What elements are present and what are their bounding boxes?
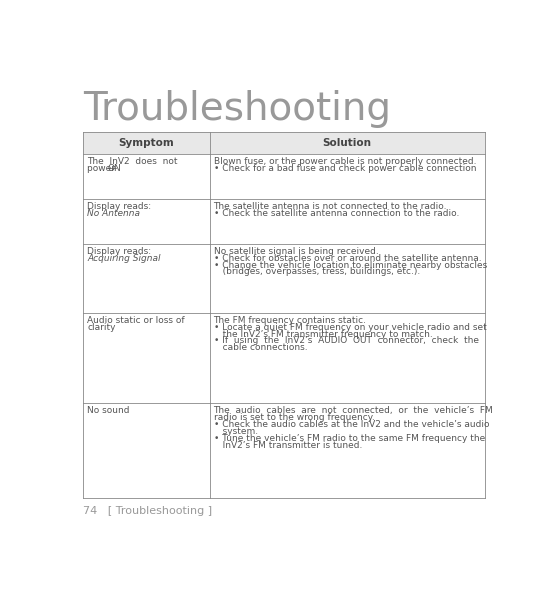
Text: Display reads:: Display reads: [87, 247, 151, 255]
Text: • Tune the vehicle’s FM radio to the same FM frequency the: • Tune the vehicle’s FM radio to the sam… [213, 434, 485, 443]
Text: Audio static or loss of: Audio static or loss of [87, 316, 184, 325]
Text: The FM frequency contains static.: The FM frequency contains static. [213, 316, 367, 325]
Text: No sound: No sound [87, 407, 130, 415]
Text: Blown fuse, or the power cable is not properly connected.: Blown fuse, or the power cable is not pr… [213, 157, 476, 166]
Text: The satellite antenna is not connected to the radio.: The satellite antenna is not connected t… [213, 202, 447, 211]
Text: Acquiring Signal: Acquiring Signal [87, 254, 161, 263]
Text: Symptom: Symptom [119, 138, 175, 148]
Text: radio is set to the wrong frequency.: radio is set to the wrong frequency. [213, 413, 375, 422]
Text: No Antenna: No Antenna [87, 209, 140, 218]
Text: system.: system. [213, 427, 258, 436]
Text: cable connections.: cable connections. [213, 343, 307, 352]
Text: Display reads:: Display reads: [87, 202, 151, 211]
Text: 74   [ Troubleshooting ]: 74 [ Troubleshooting ] [83, 506, 212, 516]
Text: • Check for a bad fuse and check power cable connection: • Check for a bad fuse and check power c… [213, 164, 476, 173]
Text: • Check for obstacles over or around the satellite antenna.: • Check for obstacles over or around the… [213, 254, 481, 263]
Text: ON: ON [108, 164, 122, 173]
Text: • Locate a quiet FM frequency on your vehicle radio and set: • Locate a quiet FM frequency on your ve… [213, 323, 486, 332]
Text: • Check the audio cables at the InV2 and the vehicle’s audio: • Check the audio cables at the InV2 and… [213, 420, 489, 429]
Text: InV2’s FM transmitter is tuned.: InV2’s FM transmitter is tuned. [213, 441, 362, 450]
Text: • Check the satellite antenna connection to the radio.: • Check the satellite antenna connection… [213, 209, 459, 218]
Text: Troubleshooting: Troubleshooting [83, 90, 391, 128]
Text: The  InV2  does  not: The InV2 does not [87, 157, 178, 166]
Text: No satellite signal is being received.: No satellite signal is being received. [213, 247, 378, 255]
Text: Solution: Solution [322, 138, 372, 148]
Text: power: power [87, 164, 118, 173]
Text: (bridges, overpasses, tress, buildings, etc.).: (bridges, overpasses, tress, buildings, … [213, 267, 420, 277]
Text: the InV2’s FM transmitter frequency to match.: the InV2’s FM transmitter frequency to m… [213, 330, 432, 339]
Text: • Change the vehicle location to eliminate nearby obstacles: • Change the vehicle location to elimina… [213, 261, 487, 270]
Text: clarity: clarity [87, 323, 116, 332]
Bar [83, 132, 485, 154]
Text: The  audio  cables  are  not  connected,  or  the  vehicle’s  FM: The audio cables are not connected, or t… [213, 407, 493, 415]
Text: • If  using  the  InV2’s  AUDIO  OUT  connector,  check  the: • If using the InV2’s AUDIO OUT connecto… [213, 336, 479, 346]
